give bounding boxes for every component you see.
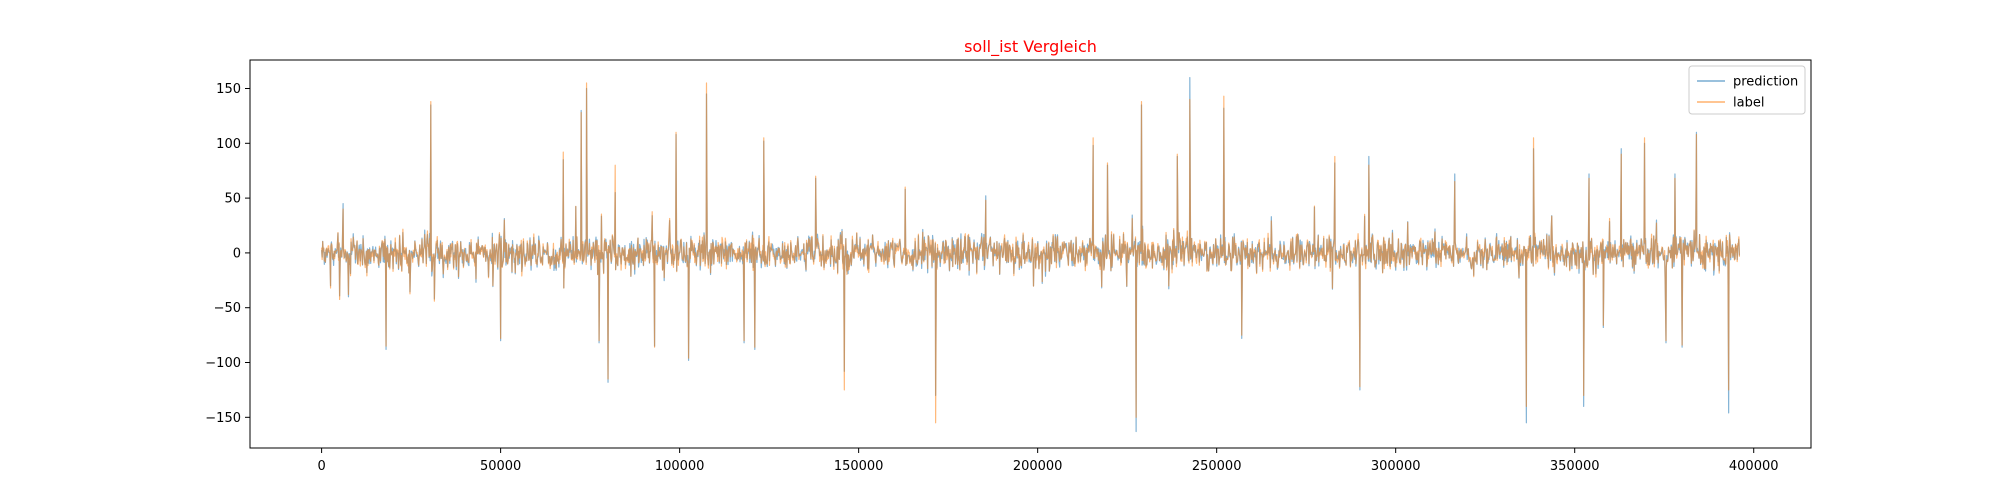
x-tick-label: 100000 bbox=[655, 459, 705, 474]
x-tick-label: 0 bbox=[317, 459, 325, 474]
series-layer bbox=[321, 76, 1740, 433]
x-tick-label: 200000 bbox=[1013, 459, 1063, 474]
plot-frame bbox=[249, 59, 1812, 449]
x-tick-label: 300000 bbox=[1371, 459, 1421, 474]
y-tick-label: 0 bbox=[233, 246, 241, 261]
x-axis: 0 50000 100000 150000 200000 250000 300000 3500… bbox=[317, 448, 1779, 474]
y-tick-label: 150 bbox=[216, 82, 241, 97]
y-tick-label: −50 bbox=[214, 301, 241, 316]
y-tick-label: −150 bbox=[205, 411, 241, 426]
x-tick-label: 150000 bbox=[834, 459, 884, 474]
y-tick-label: 50 bbox=[224, 192, 241, 207]
y-tick-label: 100 bbox=[216, 137, 241, 152]
legend: prediction label bbox=[1688, 65, 1806, 115]
legend-label-label: label bbox=[1733, 96, 1764, 111]
x-tick-label: 350000 bbox=[1550, 459, 1600, 474]
x-tick-label: 250000 bbox=[1192, 459, 1242, 474]
y-axis: −150 −100 −50 0 50 100 150 bbox=[205, 82, 250, 426]
chart-title: soll_ist Vergleich bbox=[964, 37, 1097, 57]
series-line-label bbox=[321, 82, 1740, 424]
x-tick-label: 400000 bbox=[1729, 459, 1779, 474]
x-tick-label: 50000 bbox=[480, 459, 521, 474]
legend-label-prediction: prediction bbox=[1733, 75, 1798, 90]
y-tick-label: −100 bbox=[205, 356, 241, 371]
